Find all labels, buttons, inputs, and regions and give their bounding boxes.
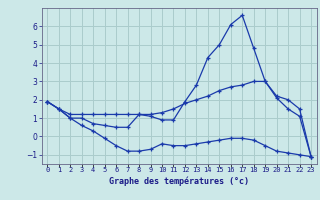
X-axis label: Graphe des températures (°c): Graphe des températures (°c)	[109, 176, 249, 186]
